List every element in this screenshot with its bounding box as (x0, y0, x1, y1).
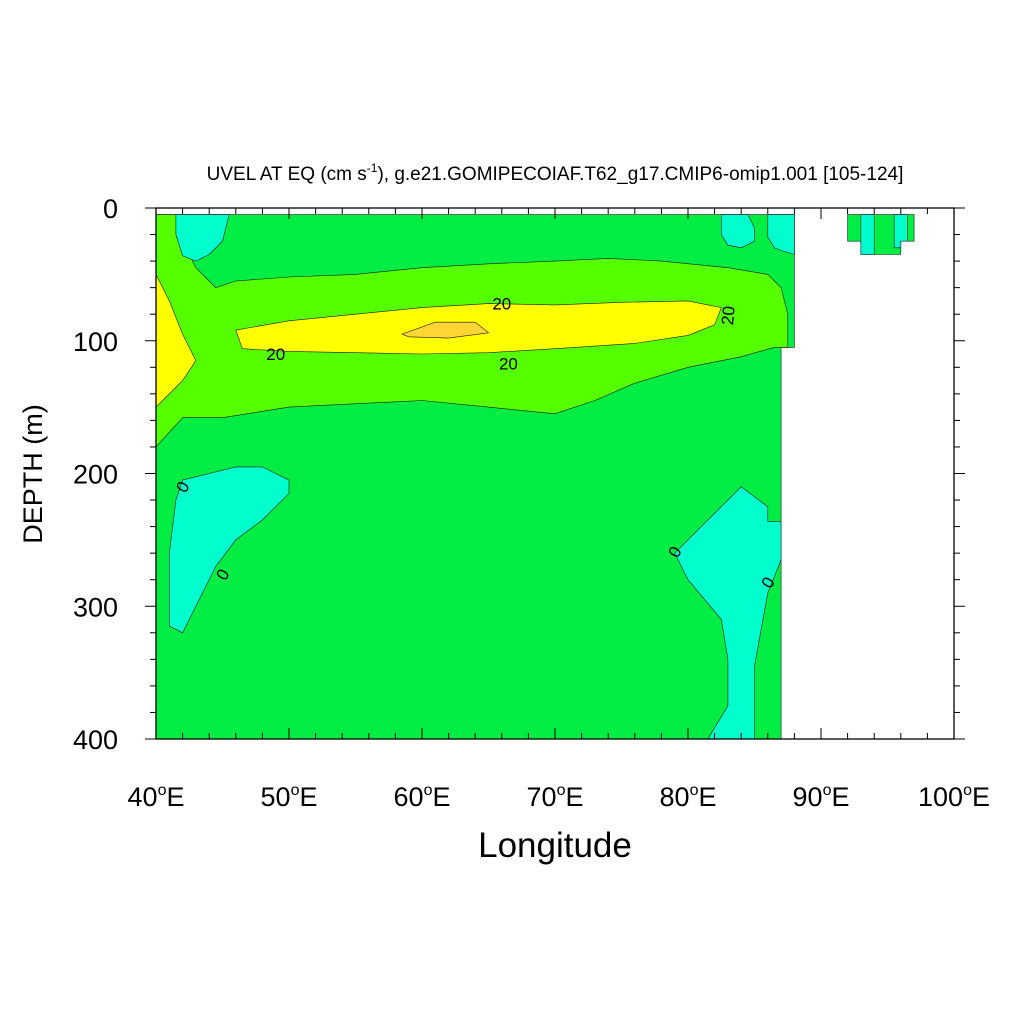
x-tick-label: 70oE (527, 782, 584, 812)
region-neg-ne2 (767, 214, 795, 255)
x-tick-number: 100 (918, 782, 963, 812)
y-tick-label: 300 (73, 592, 118, 622)
x-tick-degree: o (963, 782, 972, 799)
axis-ticks (145, 207, 965, 740)
x-tick-degree: o (690, 782, 699, 799)
x-tick-label: 60oE (394, 782, 451, 812)
region-neg-east2 (893, 214, 908, 249)
plot-title-rest: ), g.e21.GOMIPECOIAF.T62_g17.CMIP6-omip1… (377, 164, 903, 185)
region-neg-e (674, 486, 782, 740)
x-tick-label: 40oE (128, 782, 185, 812)
x-tick-label: 50oE (261, 782, 318, 812)
contour-label: 20 (266, 345, 285, 364)
x-tick-direction: E (166, 782, 184, 812)
x-tick-label: 100oE (918, 782, 990, 812)
y-tick-labels: 0 100 200 300 400 (73, 194, 118, 755)
region-neg-ne1 (720, 214, 755, 249)
x-tick-direction: E (299, 782, 317, 812)
plot-title-main: UVEL AT EQ (cm s (207, 164, 367, 185)
x-tick-direction: E (432, 782, 450, 812)
x-tick-direction: E (698, 782, 716, 812)
region-neg-w (169, 466, 290, 634)
contour-label: 20 (492, 295, 511, 314)
x-tick-labels: 40oE 50oE 60oE 70oE 80oE 90oE 100oE (128, 782, 990, 812)
x-tick-direction: E (565, 782, 583, 812)
y-axis-label: DEPTH (m) (18, 404, 48, 543)
contour-fill-regions (155, 214, 915, 740)
plot-title: UVEL AT EQ (cm s-1), g.e21.GOMIPECOIAF.T… (207, 161, 904, 185)
plot-title-superscript: -1 (367, 161, 378, 175)
region-neg-nw (175, 214, 230, 262)
y-tick-label: 100 (73, 327, 118, 357)
contour-label-text: 20 (718, 305, 739, 326)
x-tick-direction: E (972, 782, 990, 812)
contour-label-text: 20 (266, 345, 285, 364)
x-tick-label: 80oE (660, 782, 717, 812)
x-tick-direction: E (831, 782, 849, 812)
x-tick-number: 70 (527, 782, 557, 812)
x-tick-degree: o (823, 782, 832, 799)
x-tick-degree: o (557, 782, 566, 799)
x-tick-number: 80 (660, 782, 690, 812)
x-tick-number: 60 (394, 782, 424, 812)
contour-label-text: 20 (499, 354, 518, 373)
x-tick-label: 90oE (793, 782, 850, 812)
x-tick-number: 50 (261, 782, 291, 812)
x-tick-number: 90 (793, 782, 823, 812)
plot-frame (155, 207, 955, 740)
x-tick-number: 40 (128, 782, 158, 812)
x-tick-degree: o (424, 782, 433, 799)
x-tick-degree: o (291, 782, 300, 799)
region-30-40 (401, 321, 490, 339)
y-tick-label: 400 (73, 725, 118, 755)
contour-label-text: 20 (492, 295, 511, 314)
region-neg-east1 (860, 214, 875, 255)
contour-label: 20 (499, 354, 518, 373)
contour-label: 20 (718, 305, 739, 326)
x-tick-degree: o (158, 782, 167, 799)
y-tick-label: 0 (103, 194, 118, 224)
y-tick-label: 200 (73, 460, 118, 490)
x-axis-label: Longitude (478, 826, 632, 865)
